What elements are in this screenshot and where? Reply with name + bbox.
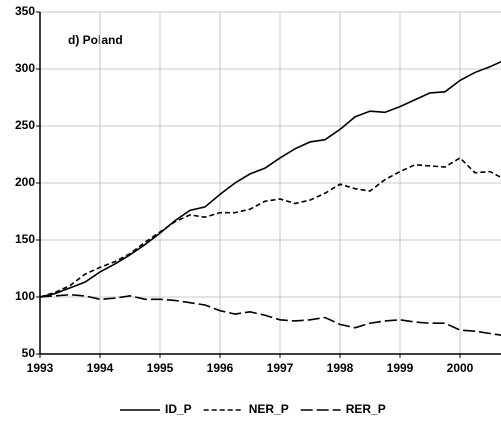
x-tick-label: 1993 [27,361,54,375]
x-tick-label: 1997 [267,361,294,375]
x-tick-label: 1998 [327,361,354,375]
series-line [39,156,501,298]
x-tick-label: 1996 [207,361,234,375]
y-tick-label: 50 [22,346,36,360]
y-tick-label: 100 [15,289,35,303]
axes [39,12,501,355]
x-tick-label: 1994 [87,361,114,375]
x-tick-label: 2000 [447,361,474,375]
legend-label: RER_P [346,402,386,416]
legend-label: ID_P [165,402,192,416]
series-line [39,293,501,336]
y-tick-label: 250 [15,118,35,132]
y-tick-label: 300 [15,61,35,75]
series-line [39,60,501,298]
y-tick-label: 150 [15,232,35,246]
x-tick-label: 1995 [147,361,174,375]
y-tick-label: 200 [15,175,35,189]
panel-label: d) Poland [68,33,123,47]
legend-label: NER_P [249,402,289,416]
y-tick-label: 350 [15,4,35,18]
x-tick-label: 1999 [387,361,414,375]
